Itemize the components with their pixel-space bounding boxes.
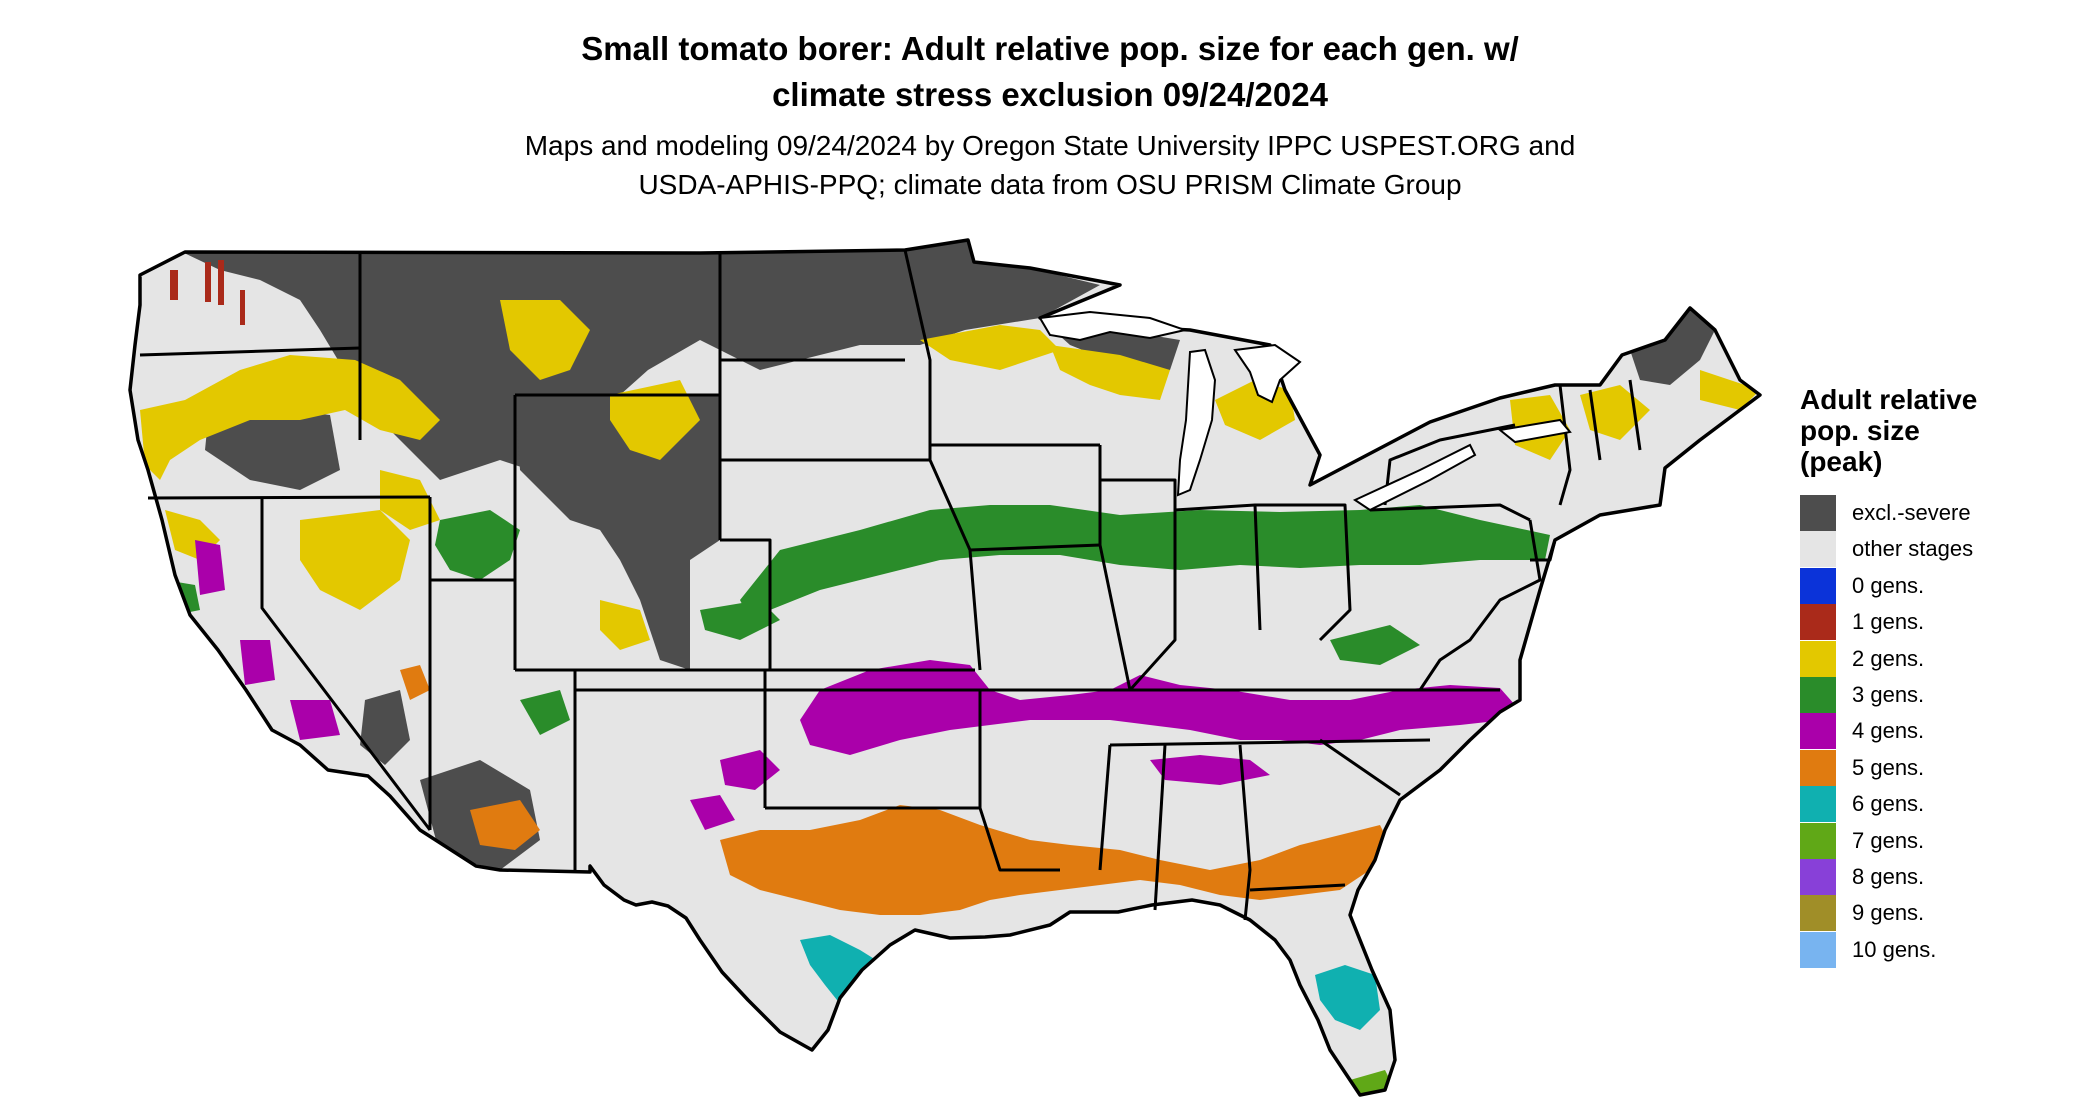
legend-swatch [1800,895,1836,932]
legend-swatch [1800,786,1836,823]
lake-michigan [1176,348,1217,497]
legend-label: 3 gens. [1852,681,1925,707]
state-border-line [720,538,772,670]
legend-label: 2 gens. [1852,645,1925,671]
state-border-line [139,346,361,357]
legend-label: 5 gens. [1852,754,1925,780]
state-border-line [1319,738,1401,797]
generation-zones [140,240,1760,1095]
state-border-line [1369,503,1531,522]
great-lakes [1038,310,1572,512]
lake-erie [1352,443,1477,512]
state-border-line [1238,744,1252,921]
legend-item-1-gens: 1 gens. [1800,604,2090,641]
legend-item-other-stages: other stages [1800,531,2090,568]
state-border-line [1100,478,1177,692]
state-border-line [1109,738,1431,747]
legend-swatch [1800,749,1836,786]
lake-huron [1233,343,1302,404]
map-subtitle-line-1: Maps and modeling 09/24/2024 by Oregon S… [524,130,1576,161]
legend-label: 1 gens. [1852,609,1925,635]
zone-1-gens [170,260,245,325]
state-border-line [1588,389,1602,461]
state-border-line [1418,519,1542,691]
legend-item-10-gens: 10 gens. [1800,931,2090,968]
legend-label: 10 gens. [1852,936,1937,962]
legend-swatch [1800,640,1836,677]
state-border-line [147,495,431,500]
legend-item-0-gens: 0 gens. [1800,567,2090,604]
state-border-line [1558,384,1572,506]
legend-swatch [1800,931,1836,968]
state-border-line [903,249,932,460]
legend-item-2-gens: 2 gens. [1800,640,2090,677]
state-border-line [1249,883,1346,892]
legend-label: 7 gens. [1852,827,1925,853]
legend-swatch [1800,676,1836,713]
legend-label: 8 gens. [1852,863,1925,889]
lake-superior [1038,310,1189,342]
state-border-line [1628,379,1642,451]
legend-swatch [1800,495,1836,531]
legend-label: 6 gens. [1852,791,1925,817]
legend-label: other stages [1852,536,1974,562]
state-border-line [1153,744,1167,911]
zone-5-gens [400,665,1390,915]
state-border-line [969,543,1101,552]
legend-item-excl-severe: excl.-severe [1800,495,2090,531]
legend-label: 9 gens. [1852,900,1925,926]
legend-label: 0 gens. [1852,572,1925,598]
map-title-line-2: climate stress exclusion 09/24/2024 [772,76,1328,113]
state-border-line [1383,423,1516,506]
map-title-line-1: Small tomato borer: Adult relative pop. … [581,30,1519,67]
zone-2-gens [140,300,1760,650]
legend-swatch [1800,567,1836,604]
legend-swatch [1800,858,1836,895]
legend-item-5-gens: 5 gens. [1800,749,2090,786]
legend-swatch [1800,822,1836,859]
legend-item-4-gens: 4 gens. [1800,713,2090,750]
legend-swatch [1800,604,1836,641]
legend-swatch [1800,713,1836,750]
state-border-line [1098,544,1132,691]
legend-item-3-gens: 3 gens. [1800,676,2090,713]
legend-title-line: (peak) [1800,446,1883,477]
state-border-line [1098,744,1112,871]
state-borders [139,249,1642,921]
legend-label: excl.-severe [1852,500,1971,525]
legend-item-7-gens: 7 gens. [1800,822,2090,859]
legend: Adult relative pop. size (peak) excl.-se… [1800,384,2090,968]
legend-label: 4 gens. [1852,718,1925,744]
legend-swatch [1800,531,1836,568]
zone-4-gens [195,540,1515,830]
legend-item-6-gens: 6 gens. [1800,786,2090,823]
legend-title-line: Adult relative [1800,384,1978,415]
state-border-line [260,497,432,831]
lake-ontario [1497,418,1572,444]
map-title: Small tomato borer: Adult relative pop. … [0,26,2100,118]
legend-title: Adult relative pop. size (peak) [1800,384,2090,477]
map-subtitle-line-2: USDA-APHIS-PPQ; climate data from OSU PR… [638,169,1462,200]
legend-item-8-gens: 8 gens. [1800,858,2090,895]
state-border-line [978,807,1060,872]
map-subtitle: Maps and modeling 09/24/2024 by Oregon S… [0,126,2100,204]
legend-title-line: pop. size [1800,415,1920,446]
state-border-line [1255,503,1352,642]
legend-item-9-gens: 9 gens. [1800,895,2090,932]
